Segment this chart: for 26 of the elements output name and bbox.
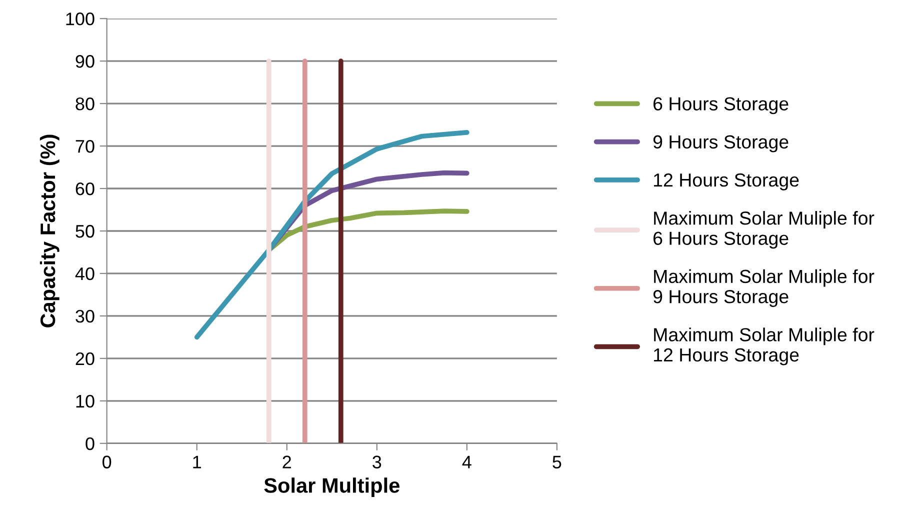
y-tick-label: 0: [86, 437, 94, 450]
y-tick-label: 100: [66, 12, 94, 26]
y-tick-label: 40: [75, 267, 94, 280]
legend-label: Maximum Solar Muliple for 6 Hours Storage: [654, 211, 874, 249]
x-tick-label: 0: [102, 456, 112, 468]
legend-label: 9 Hours Storage: [653, 135, 788, 152]
y-axis-title: Capacity Factor (%): [40, 134, 60, 328]
x-tick-label: 2: [282, 456, 291, 468]
y-tick-label: 90: [76, 55, 94, 68]
x-axis-title: Solar Multiple: [264, 478, 400, 497]
y-tick-label: 50: [76, 224, 94, 238]
legend-label: Maximum Solar Muliple for 12 Hours Storage: [654, 328, 874, 366]
legend-label: 12 Hours Storage: [654, 173, 799, 190]
y-tick-label: 60: [76, 182, 94, 196]
x-tick-label: 3: [372, 456, 382, 468]
y-tick-label: 20: [76, 352, 94, 366]
x-tick-label: 4: [462, 456, 472, 468]
x-tick-label: 1: [193, 456, 201, 468]
line-series: [194, 130, 470, 340]
y-tick-label: 70: [76, 140, 94, 153]
y-tick-label: 80: [76, 97, 94, 110]
legend-label: 6 Hours Storage: [654, 97, 788, 114]
y-tick-label: 10: [76, 394, 94, 408]
legend-label: Maximum Solar Muliple for 9 Hours Storage: [653, 269, 874, 307]
y-tick-label: 30: [76, 310, 94, 323]
x-tick-label: 5: [552, 456, 562, 468]
